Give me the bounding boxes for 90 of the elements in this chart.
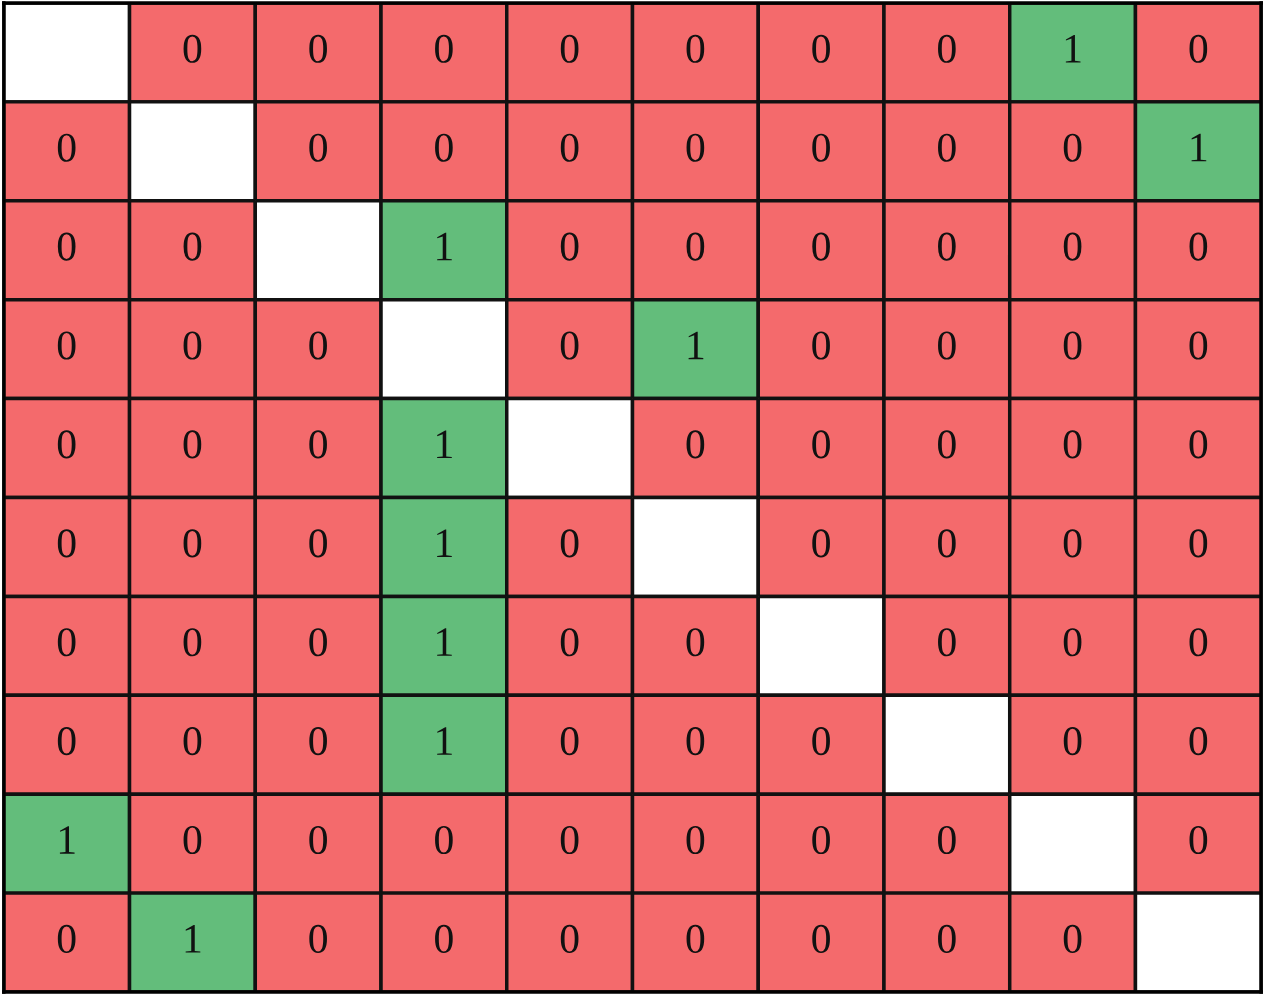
data-label: 0 [1189, 430, 1208, 459]
data-label: 0 [183, 825, 202, 855]
data-label: 1 [437, 430, 452, 459]
data-label: 0 [1063, 924, 1082, 953]
data-label: 0 [1189, 628, 1208, 657]
data-label: 0 [1063, 133, 1082, 162]
data-label: 1 [1191, 133, 1207, 162]
data-label: 0 [1063, 628, 1082, 657]
data-label: 1 [437, 232, 452, 261]
data-label: 0 [686, 430, 705, 459]
data-label: 0 [1189, 529, 1208, 558]
data-label: 0 [183, 628, 202, 657]
data-label: 1 [185, 925, 201, 953]
data-label: 0 [938, 924, 956, 953]
data-label: 0 [183, 34, 202, 63]
data-label: 0 [560, 34, 579, 63]
data-label: 0 [183, 331, 202, 360]
data-label: 0 [686, 727, 705, 756]
data-label: 0 [57, 430, 76, 459]
data-label: 0 [560, 924, 579, 953]
data-label: 0 [1189, 34, 1208, 63]
data-label: 0 [183, 529, 202, 558]
data-label: 0 [812, 430, 830, 459]
data-label: 0 [1063, 331, 1082, 360]
data-label: 0 [183, 430, 202, 459]
data-label: 0 [309, 924, 327, 953]
data-label: 0 [1063, 430, 1082, 459]
data-label: 0 [309, 529, 327, 558]
data-label: 0 [1189, 331, 1208, 360]
data-label: 0 [812, 133, 830, 162]
data-label: 0 [560, 727, 579, 756]
data-label: 1 [437, 628, 452, 656]
data-label: 0 [686, 133, 705, 162]
data-label: 0 [1063, 232, 1082, 261]
data-label: 0 [560, 825, 579, 855]
data-label: 0 [309, 34, 327, 63]
data-label: 1 [59, 826, 75, 854]
data-label: 1 [688, 331, 704, 360]
data-label: 0 [812, 727, 830, 756]
data-label: 0 [309, 133, 327, 162]
data-label: 0 [183, 232, 202, 261]
data-label: 0 [560, 232, 579, 261]
data-label: 0 [938, 34, 956, 63]
data-label: 0 [57, 529, 76, 558]
data-label: 0 [1189, 232, 1208, 261]
data-label: 0 [812, 232, 830, 261]
data-label: 0 [309, 628, 327, 657]
data-label: 0 [812, 331, 830, 360]
data-label: 0 [57, 331, 76, 360]
data-label: 0 [686, 924, 705, 953]
data-label: 0 [560, 628, 579, 657]
data-label: 0 [1063, 727, 1082, 756]
data-label: 0 [938, 133, 956, 162]
data-label: 0 [938, 529, 956, 558]
data-label: 0 [57, 924, 76, 953]
data-label: 0 [812, 825, 830, 855]
data-label: 0 [183, 727, 202, 756]
data-label: 0 [812, 34, 830, 63]
data-label: 0 [435, 825, 453, 855]
data-label: 0 [938, 430, 956, 459]
data-label: 0 [812, 529, 830, 558]
data-label: 0 [435, 133, 453, 162]
data-label: 0 [1063, 529, 1082, 558]
data-label: 0 [309, 430, 327, 459]
data-label: 0 [435, 34, 453, 63]
data-label: 0 [938, 232, 956, 261]
data-label: 0 [686, 628, 705, 657]
data-label: 0 [1189, 825, 1208, 855]
data-label: 0 [686, 232, 705, 261]
data-label: 0 [560, 331, 579, 360]
data-label: 0 [309, 727, 327, 756]
data-label: 0 [435, 924, 453, 953]
data-label: 0 [686, 825, 705, 855]
data-label: 0 [57, 628, 76, 657]
data-label: 0 [57, 727, 76, 756]
data-label: 0 [57, 133, 76, 162]
data-label: 0 [938, 331, 956, 360]
data-label: 1 [1065, 34, 1081, 63]
data-label: 0 [57, 232, 76, 261]
data-label: 1 [437, 529, 452, 557]
data-label: 1 [437, 727, 452, 755]
data-label: 0 [938, 825, 956, 855]
data-label: 0 [309, 331, 327, 360]
data-label: 0 [560, 133, 579, 162]
data-label: 0 [812, 924, 830, 953]
data-label: 0 [1189, 727, 1208, 756]
data-label: 0 [560, 529, 579, 558]
data-label: 0 [938, 628, 956, 657]
data-label: 0 [686, 34, 705, 63]
data-label: 0 [309, 825, 327, 855]
